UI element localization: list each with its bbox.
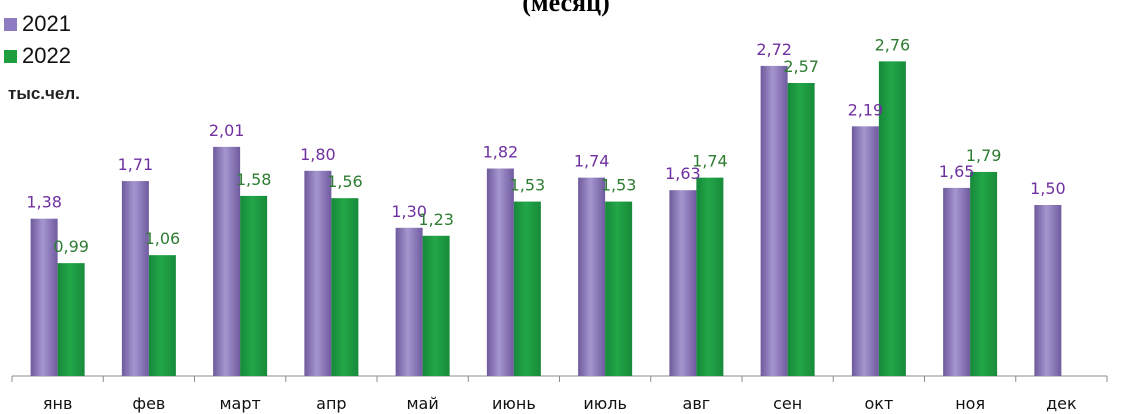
data-label-2021: 2,72	[756, 40, 792, 59]
legend-label-2022: 2022	[22, 43, 71, 68]
bar-2022	[331, 198, 359, 376]
data-label-2021: 1,65	[939, 162, 975, 181]
data-label-2022: 2,57	[783, 57, 819, 76]
legend-item-2022: 2022	[4, 40, 71, 72]
chart-title: (месяц)	[522, 0, 610, 17]
bar-2021	[121, 181, 149, 376]
category-label: май	[406, 394, 438, 413]
bar-2021	[486, 168, 514, 376]
y-axis-unit-label: тыс.чел.	[8, 84, 80, 103]
legend-item-2021: 2021	[4, 8, 71, 40]
data-label-2022: 1,53	[601, 176, 637, 195]
bar-2021	[943, 187, 971, 376]
bar-2022	[513, 201, 541, 376]
data-label-2022: 1,53	[510, 176, 546, 195]
data-label-2022: 1,58	[236, 170, 272, 189]
bar-2021	[578, 177, 606, 376]
category-label: окт	[864, 394, 893, 413]
category-label: дек	[1046, 394, 1077, 413]
bar-2021	[30, 218, 58, 376]
category-label: фев	[132, 394, 165, 413]
legend-swatch-2022	[4, 49, 17, 63]
data-label-2021: 2,01	[209, 121, 245, 140]
data-label-2021: 1,50	[1030, 179, 1066, 198]
data-label-2021: 1,74	[574, 152, 610, 171]
bar-2021	[1034, 205, 1062, 376]
category-label: сен	[773, 394, 802, 413]
category-label: июнь	[492, 394, 536, 413]
bar-2022	[57, 263, 85, 376]
data-label-2021: 1,80	[300, 145, 336, 164]
category-label: авг	[683, 394, 711, 413]
bar-2021	[395, 227, 423, 376]
x-axis	[11, 375, 1108, 382]
bar-2022	[696, 177, 724, 376]
bar-2022	[240, 195, 268, 376]
data-label-2021: 1,63	[665, 164, 701, 183]
data-label-2022: 1,79	[966, 146, 1002, 165]
category-label: март	[219, 394, 260, 413]
bar-2022	[787, 83, 815, 377]
data-labels: 1,38 0,99 1,71 1,06 2,01 1,58 1,80 1,56 1,301,23…	[26, 35, 1065, 256]
legend-swatch-2021	[4, 17, 17, 31]
bars	[30, 61, 1062, 377]
bar-2022	[970, 171, 998, 376]
category-label: апр	[316, 394, 346, 413]
bar-2022	[148, 255, 176, 376]
bar-2021	[669, 190, 697, 376]
data-label-2022: 2,76	[875, 35, 911, 54]
bar-2022	[878, 61, 906, 377]
data-label-2021: 2,19	[848, 100, 884, 119]
category-label: июль	[583, 394, 627, 413]
data-label-2021: 1,38	[26, 193, 62, 212]
data-label-2022: 1,06	[145, 229, 181, 248]
data-label-2022: 1,56	[327, 172, 363, 191]
bar-2021	[851, 126, 879, 376]
legend-label-2021: 2021	[22, 11, 71, 36]
data-label-2022: 1,74	[692, 152, 728, 171]
category-labels: янв фев март апр май июнь июль авг сен окт ноя дек	[43, 394, 1077, 413]
bar-2021	[760, 65, 788, 377]
category-label: янв	[43, 394, 73, 413]
data-label-2022: 0,99	[53, 237, 89, 256]
category-label: ноя	[955, 394, 985, 413]
data-label-2021: 1,71	[118, 155, 154, 174]
data-label-2021: 1,30	[391, 202, 427, 221]
data-label-2022: 1,23	[418, 210, 454, 229]
data-label-2021: 1,82	[483, 143, 519, 162]
bar-2022	[422, 235, 450, 376]
bar-2021	[213, 146, 241, 376]
bar-2022	[605, 201, 633, 376]
legend: 2021 2022	[4, 8, 71, 72]
bar-2021	[304, 170, 332, 376]
